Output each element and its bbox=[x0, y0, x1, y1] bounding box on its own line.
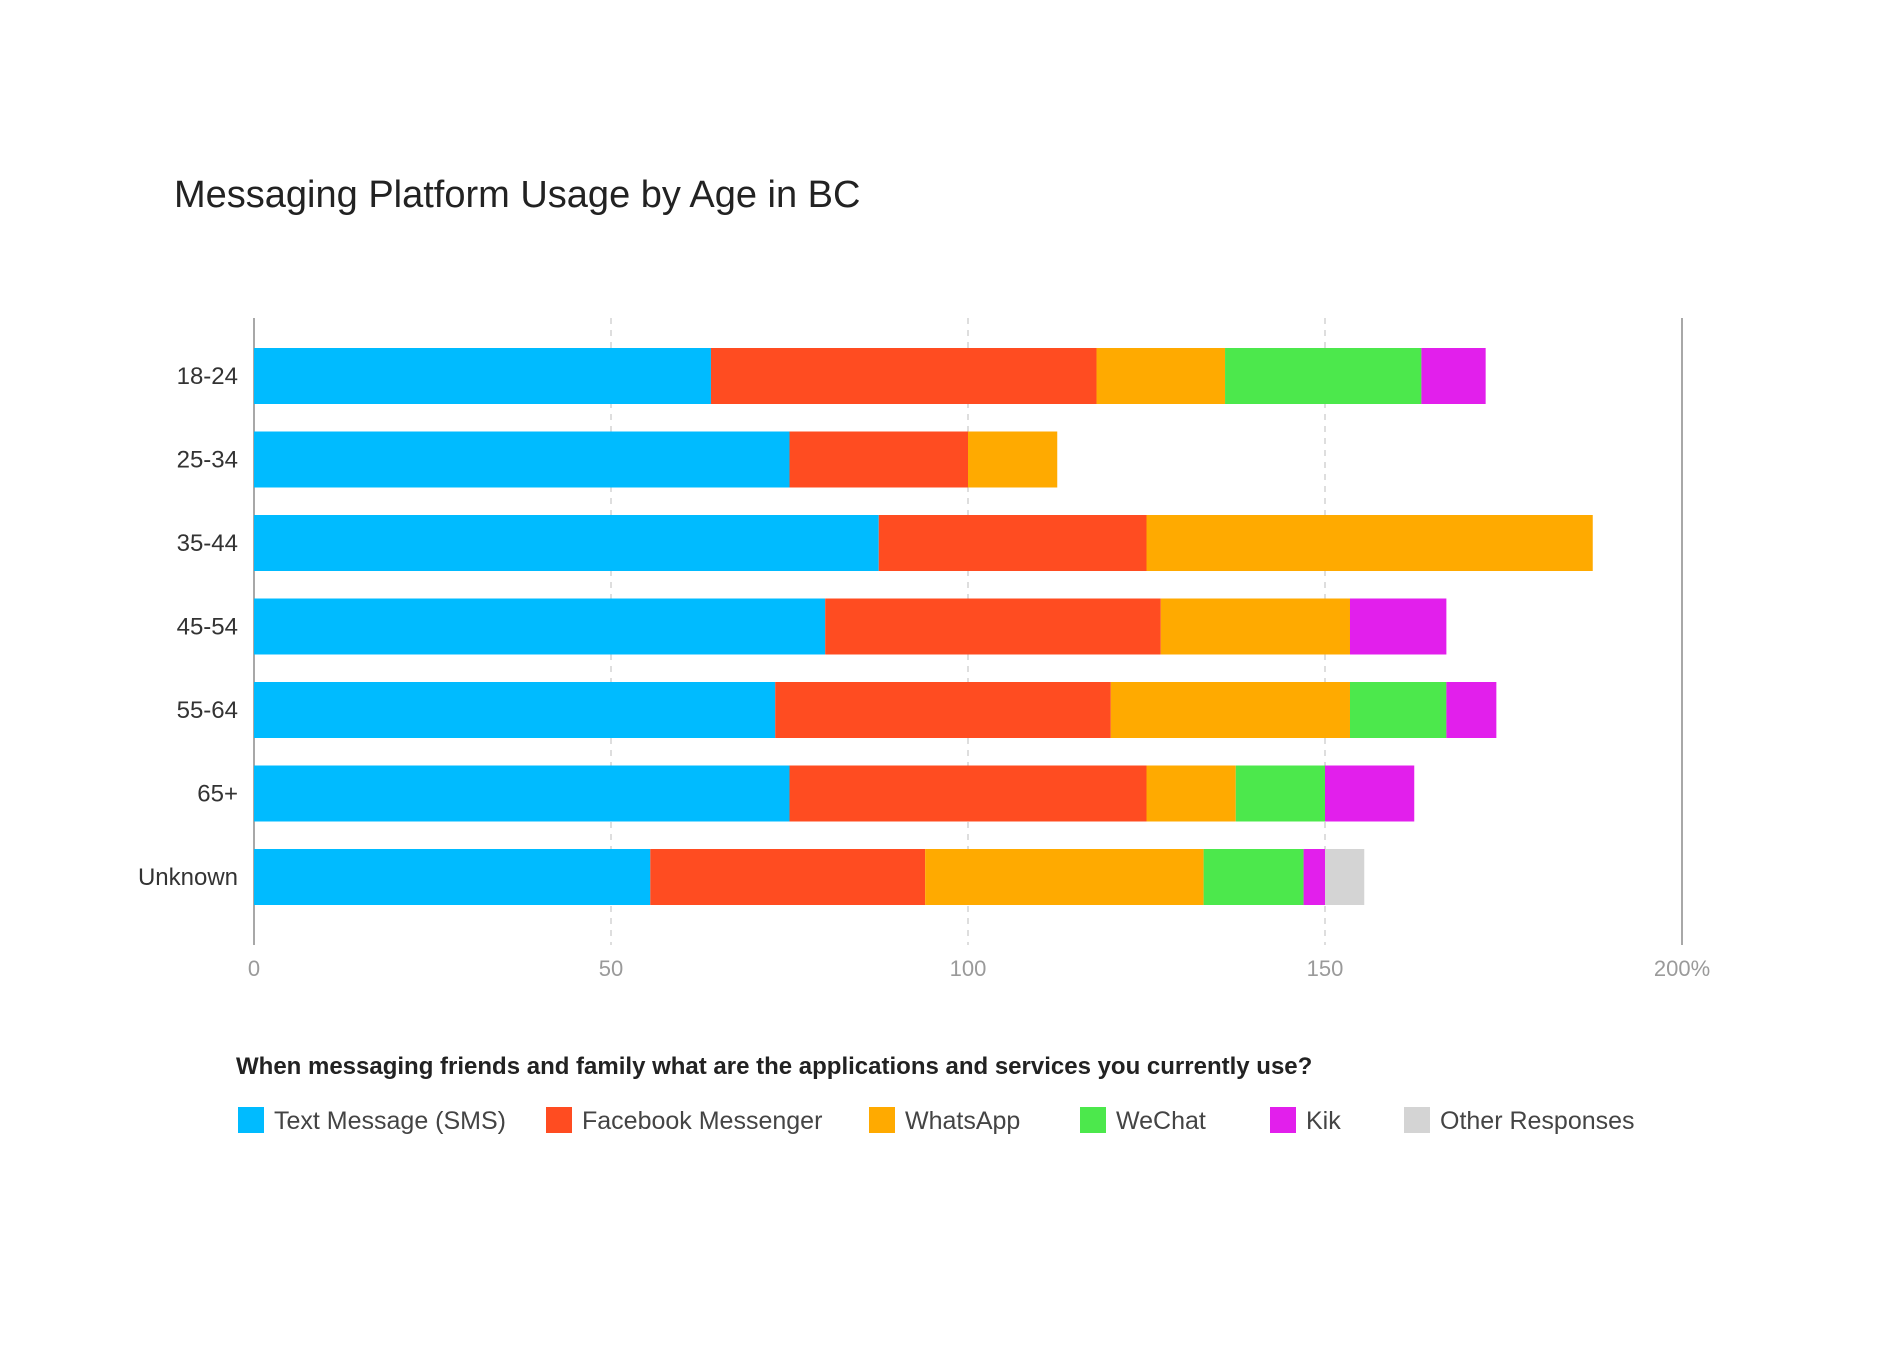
category-label: 65+ bbox=[197, 781, 238, 808]
category-labels: 18-24 25-34 35-44 45-54 55-64 65+ Unknown bbox=[138, 363, 238, 891]
bar-segment-5564-s2 bbox=[1110, 682, 1350, 738]
bar-segment-3544-s2 bbox=[1146, 515, 1593, 571]
bars bbox=[254, 348, 1593, 905]
legend-swatch bbox=[546, 1107, 572, 1133]
x-tick-label: 100 bbox=[950, 956, 987, 981]
category-label: Unknown bbox=[138, 864, 238, 891]
bar-segment-65-s0 bbox=[254, 765, 790, 822]
x-axis-ticks: 0 50 100 150 200% bbox=[248, 956, 1710, 981]
chart-title: Messaging Platform Usage by Age in BC bbox=[174, 174, 860, 216]
bar-segment-65-s3 bbox=[1235, 765, 1325, 822]
legend-swatch bbox=[1270, 1107, 1296, 1133]
category-label: 25-34 bbox=[177, 447, 238, 474]
bar-segment-1824-s2 bbox=[1096, 348, 1226, 404]
bar-segment-5564-s3 bbox=[1349, 682, 1447, 738]
bar-segment-4554-s0 bbox=[254, 598, 826, 655]
legend-swatch bbox=[1404, 1107, 1430, 1133]
legend-swatch bbox=[238, 1107, 264, 1133]
bar-segment-3544-s0 bbox=[254, 515, 879, 571]
bar-segment-1824-s4 bbox=[1421, 348, 1486, 404]
legend-label: Text Message (SMS) bbox=[274, 1107, 506, 1135]
bar-segment-3544-s1 bbox=[878, 515, 1147, 571]
x-tick-label: 0 bbox=[248, 956, 260, 981]
legend-title: When messaging friends and family what a… bbox=[236, 1053, 1312, 1080]
bar-segment-65-s4 bbox=[1325, 765, 1415, 822]
bar-segment-65-s2 bbox=[1146, 765, 1236, 822]
bar-segment-4554-s1 bbox=[825, 598, 1161, 655]
bar-segment-unknown-s0 bbox=[254, 849, 651, 905]
legend-label: Kik bbox=[1306, 1107, 1341, 1135]
bar-segment-4554-s2 bbox=[1160, 598, 1350, 655]
category-label: 55-64 bbox=[177, 697, 238, 724]
legend-swatch bbox=[869, 1107, 895, 1133]
bar-segment-65-s1 bbox=[789, 765, 1147, 822]
x-tick-label: 150 bbox=[1307, 956, 1344, 981]
bar-segment-1824-s3 bbox=[1225, 348, 1422, 404]
bar-segment-2534-s0 bbox=[254, 431, 790, 488]
bar-segment-unknown-s2 bbox=[925, 849, 1204, 905]
bar-segment-1824-s0 bbox=[254, 348, 711, 404]
bar-segment-unknown-s1 bbox=[650, 849, 926, 905]
bar-segment-unknown-s5 bbox=[1325, 849, 1365, 905]
x-tick-label: 200% bbox=[1654, 956, 1710, 981]
bar-segment-unknown-s3 bbox=[1203, 849, 1304, 905]
bar-segment-5564-s4 bbox=[1446, 682, 1497, 738]
bar-segment-unknown-s4 bbox=[1303, 849, 1325, 905]
legend: Text Message (SMS) Facebook Messenger What… bbox=[238, 1107, 1635, 1135]
legend-swatch bbox=[1080, 1107, 1106, 1133]
legend-label: Facebook Messenger bbox=[582, 1107, 822, 1135]
bar-segment-5564-s0 bbox=[254, 682, 776, 738]
bar-segment-2534-s2 bbox=[968, 431, 1058, 488]
x-tick-label: 50 bbox=[599, 956, 623, 981]
legend-label: WeChat bbox=[1116, 1107, 1206, 1135]
category-label: 18-24 bbox=[177, 363, 238, 390]
bar-segment-1824-s1 bbox=[710, 348, 1097, 404]
category-label: 35-44 bbox=[177, 530, 238, 557]
legend-label: WhatsApp bbox=[905, 1107, 1020, 1135]
legend-label: Other Responses bbox=[1440, 1107, 1635, 1135]
category-label: 45-54 bbox=[177, 614, 238, 641]
bar-segment-4554-s4 bbox=[1349, 598, 1447, 655]
bar-segment-5564-s1 bbox=[775, 682, 1111, 738]
bar-segment-2534-s1 bbox=[789, 431, 968, 488]
